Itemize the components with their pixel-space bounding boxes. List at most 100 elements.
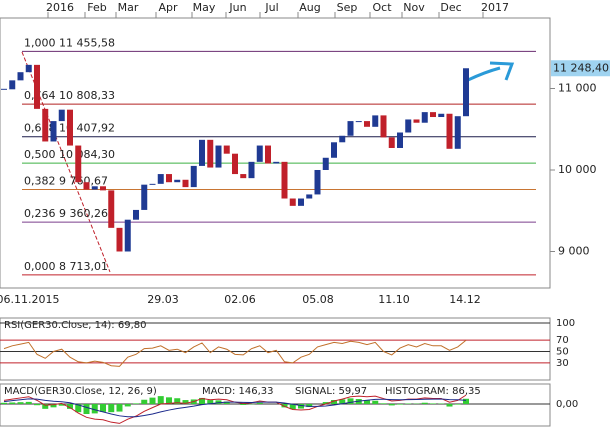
histogram-bar: [199, 397, 205, 404]
histogram-bar: [463, 398, 469, 404]
candle: [124, 219, 131, 252]
histogram-bar: [149, 397, 156, 404]
histogram-bar: [42, 404, 49, 409]
candle: [116, 227, 123, 252]
histogram-bar: [388, 404, 395, 406]
candle: [141, 184, 148, 210]
candle: [314, 169, 321, 195]
histogram-bar: [289, 404, 296, 410]
candle: [75, 145, 82, 183]
histogram-bar: [281, 404, 288, 408]
histogram-bar: [372, 400, 379, 404]
month-label: May: [193, 1, 216, 14]
date-label: 11.10: [378, 293, 410, 306]
fib-label: 1,000 11 455,58: [24, 36, 115, 49]
candle: [446, 113, 453, 149]
y-tick-label: 11 000: [558, 81, 597, 94]
histogram-bar: [67, 404, 73, 409]
candle: [256, 145, 263, 162]
histogram-bar: [182, 400, 189, 404]
candle: [413, 119, 420, 123]
month-label: Mar: [118, 1, 139, 14]
rsi-tick-label: 70: [556, 335, 569, 346]
candle: [17, 72, 24, 81]
candle: [322, 157, 329, 170]
histogram-bar: [223, 401, 230, 404]
histogram-value: HISTOGRAM: 86,35: [385, 386, 481, 397]
histogram-bar: [133, 403, 139, 404]
macd-value: MACD: 146,33: [202, 386, 274, 397]
histogram-bar: [306, 404, 313, 408]
histogram-bar: [207, 400, 214, 404]
histogram-bar: [157, 396, 164, 404]
candle: [388, 137, 395, 148]
signal-line: [3, 398, 467, 418]
candle: [100, 186, 106, 191]
candle: [232, 153, 238, 175]
date-label: 02.06: [224, 293, 256, 306]
histogram-bar: [100, 404, 106, 412]
last-price-box: [551, 60, 610, 77]
candle: [108, 190, 115, 228]
candle: [42, 108, 49, 142]
macd-panel: [0, 383, 551, 427]
histogram-bar: [124, 404, 131, 407]
histogram-bar: [1, 402, 7, 404]
month-label: Dec: [440, 1, 461, 14]
histogram-bar: [240, 404, 247, 405]
histogram-bar: [141, 399, 148, 404]
candle: [273, 161, 280, 164]
candle: [215, 145, 222, 168]
candle: [9, 80, 16, 90]
candle: [430, 112, 436, 118]
date-label: 14.12: [449, 293, 481, 306]
month-label: Oct: [372, 1, 392, 14]
last-price-label: 11 248,40: [553, 61, 609, 74]
candle: [133, 209, 139, 220]
macd-title: MACD(GER30.Close, 12, 26, 9): [4, 386, 157, 397]
candle: [223, 145, 230, 154]
month-label: Nov: [403, 1, 425, 14]
histogram-bar: [454, 404, 461, 405]
histogram-bar: [397, 404, 403, 405]
candle: [281, 161, 288, 199]
candle: [397, 132, 403, 148]
histogram-bar: [50, 404, 57, 408]
candle: [438, 113, 445, 118]
month-label: 2017: [481, 1, 509, 14]
histogram-bar: [34, 404, 40, 406]
price-panel: [0, 17, 551, 289]
fib-label: 0,500 10 084,30: [24, 148, 115, 161]
month-label: 2016: [46, 1, 74, 14]
date-label: 06.11.2015: [0, 293, 59, 306]
signal-value: SIGNAL: 59,97: [295, 386, 367, 397]
rsi-tick-label: 50: [556, 347, 569, 358]
histogram-bar: [174, 398, 181, 404]
candle: [240, 174, 247, 179]
fib-label: 0,764 10 808,33: [24, 89, 115, 102]
month-label: Sep: [337, 1, 358, 14]
histogram-bar: [430, 403, 436, 404]
month-label: Jul: [264, 1, 278, 14]
histogram-bar: [215, 400, 222, 404]
fib-label: 0,236 9 360,26: [24, 207, 108, 220]
arrow-annotation: [467, 61, 515, 82]
candle: [207, 139, 214, 168]
candle: [190, 165, 197, 188]
rsi-line: [3, 339, 467, 367]
candle: [355, 121, 362, 123]
candle: [331, 142, 337, 158]
fib-label: 0,000 8 713,01: [24, 260, 108, 273]
candle: [67, 109, 73, 146]
rsi-tick-label: 30: [556, 358, 569, 369]
candle: [454, 116, 461, 149]
histogram-bar: [364, 400, 370, 404]
date-label: 29.03: [147, 293, 179, 306]
candle: [166, 174, 172, 183]
candle: [347, 121, 354, 136]
y-tick-label: 10 000: [558, 163, 597, 176]
histogram-bar: [108, 404, 115, 413]
candle: [248, 161, 255, 179]
rsi-tick-label: 100: [556, 318, 575, 329]
month-label: Aug: [299, 1, 320, 14]
